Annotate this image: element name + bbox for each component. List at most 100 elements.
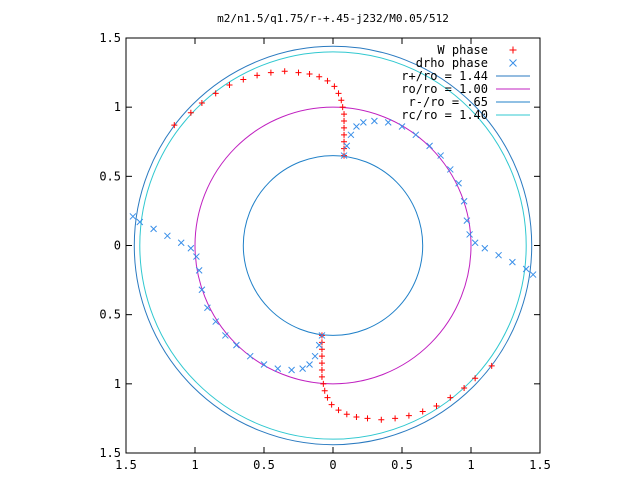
reference-circles bbox=[133, 45, 533, 446]
point-s0-26 bbox=[318, 346, 325, 353]
point-s0-5 bbox=[341, 118, 348, 124]
point-s0-17 bbox=[254, 72, 261, 79]
y-tick-label-5: 1 bbox=[114, 377, 121, 391]
point-s1-2 bbox=[347, 131, 355, 139]
point-s1-6 bbox=[384, 119, 392, 126]
point-s0-9 bbox=[335, 90, 342, 97]
legend-label-1: drho phase bbox=[416, 56, 488, 70]
point-s1-31 bbox=[233, 341, 240, 349]
point-s1-35 bbox=[198, 286, 206, 294]
point-s0-15 bbox=[281, 68, 288, 75]
point-s0-18 bbox=[240, 76, 247, 83]
axis-ticks: 1.5 1 0.5 0 0.5 1 1.51.510.500.511.5 bbox=[99, 31, 551, 472]
x-tick-label-3: 0 bbox=[329, 458, 336, 472]
x-tick-label-1: 1 bbox=[191, 458, 198, 472]
data-points bbox=[129, 68, 537, 423]
point-s1-26 bbox=[299, 365, 306, 372]
legend-label-0: W phase bbox=[437, 43, 488, 57]
point-s1-11 bbox=[446, 166, 454, 173]
point-s0-46 bbox=[472, 375, 479, 382]
point-s1-33 bbox=[212, 318, 220, 325]
point-s1-29 bbox=[260, 361, 268, 368]
x-tick-label-2: 0.5 bbox=[253, 458, 275, 472]
point-s1-8 bbox=[412, 131, 420, 139]
point-s0-44 bbox=[447, 394, 454, 401]
point-s1-1 bbox=[343, 142, 351, 150]
legend-marker-0 bbox=[509, 46, 517, 54]
point-s0-8 bbox=[338, 97, 345, 104]
point-s0-38 bbox=[364, 415, 371, 422]
point-s0-10 bbox=[331, 83, 338, 90]
legend-label-5: rc/ro = 1.40 bbox=[401, 108, 488, 122]
point-s1-21 bbox=[529, 271, 537, 278]
point-s0-7 bbox=[339, 104, 346, 111]
point-s0-22 bbox=[187, 109, 194, 116]
y-tick-label-2: 0.5 bbox=[99, 169, 121, 183]
y-tick-label-3: 0 bbox=[114, 239, 121, 253]
point-s0-27 bbox=[318, 353, 325, 360]
point-s0-13 bbox=[306, 70, 313, 77]
point-s1-40 bbox=[164, 232, 171, 240]
x-tick-label-4: 0.5 bbox=[391, 458, 413, 472]
point-s1-38 bbox=[187, 244, 195, 252]
point-s1-15 bbox=[466, 231, 473, 238]
point-s0-34 bbox=[328, 401, 335, 408]
point-s0-19 bbox=[226, 82, 233, 89]
x-tick-label-5: 1 bbox=[467, 458, 474, 472]
point-s1-7 bbox=[398, 123, 406, 130]
x-tick-label-0: 1.5 bbox=[115, 458, 137, 472]
point-s0-43 bbox=[433, 402, 440, 409]
legend-marker-1 bbox=[509, 59, 517, 67]
legend-label-3: ro/ro = 1.00 bbox=[401, 82, 488, 96]
point-s0-12 bbox=[316, 73, 323, 80]
point-s0-37 bbox=[353, 414, 360, 421]
chart-title: m2/n1.5/q1.75/r-+.45-j232/M0.05/512 bbox=[217, 12, 449, 25]
point-s1-19 bbox=[509, 258, 516, 266]
point-s1-9 bbox=[426, 142, 433, 150]
circle-0 bbox=[133, 45, 533, 446]
point-s1-12 bbox=[455, 179, 462, 187]
point-s1-43 bbox=[129, 213, 137, 220]
point-s0-36 bbox=[343, 411, 350, 418]
point-s0-21 bbox=[198, 100, 205, 107]
point-s0-42 bbox=[419, 408, 426, 415]
point-s1-34 bbox=[204, 304, 211, 312]
point-s0-31 bbox=[320, 380, 327, 387]
circle-2 bbox=[242, 155, 424, 336]
circle-3 bbox=[139, 51, 527, 440]
point-s0-29 bbox=[318, 367, 325, 373]
point-s0-47 bbox=[488, 362, 495, 369]
point-s1-4 bbox=[360, 119, 367, 126]
point-s1-22 bbox=[318, 332, 326, 339]
legend-label-2: r+/ro = 1.44 bbox=[401, 69, 488, 83]
point-s1-24 bbox=[311, 352, 319, 360]
point-s0-20 bbox=[212, 90, 219, 97]
point-s0-32 bbox=[321, 387, 328, 394]
point-s0-30 bbox=[318, 373, 325, 380]
point-s1-13 bbox=[460, 197, 468, 205]
point-s0-14 bbox=[295, 69, 302, 76]
point-s0-40 bbox=[392, 415, 399, 422]
point-s0-11 bbox=[324, 77, 331, 84]
point-s0-6 bbox=[341, 111, 348, 118]
point-s0-39 bbox=[378, 416, 385, 423]
y-tick-label-1: 1 bbox=[114, 100, 121, 114]
circle-1 bbox=[194, 106, 472, 385]
point-s0-41 bbox=[405, 412, 412, 419]
point-s1-16 bbox=[471, 239, 479, 247]
point-s1-39 bbox=[177, 239, 185, 247]
point-s1-36 bbox=[195, 267, 203, 274]
point-s1-28 bbox=[274, 365, 282, 372]
point-s0-28 bbox=[318, 360, 325, 367]
point-s0-3 bbox=[341, 131, 348, 138]
point-s0-33 bbox=[324, 394, 331, 401]
point-s0-23 bbox=[171, 122, 178, 129]
point-s1-20 bbox=[522, 265, 530, 273]
point-s1-32 bbox=[222, 332, 229, 339]
point-s1-42 bbox=[136, 218, 144, 226]
point-s1-27 bbox=[288, 366, 295, 374]
point-s0-16 bbox=[267, 69, 274, 76]
point-s1-30 bbox=[246, 352, 254, 360]
